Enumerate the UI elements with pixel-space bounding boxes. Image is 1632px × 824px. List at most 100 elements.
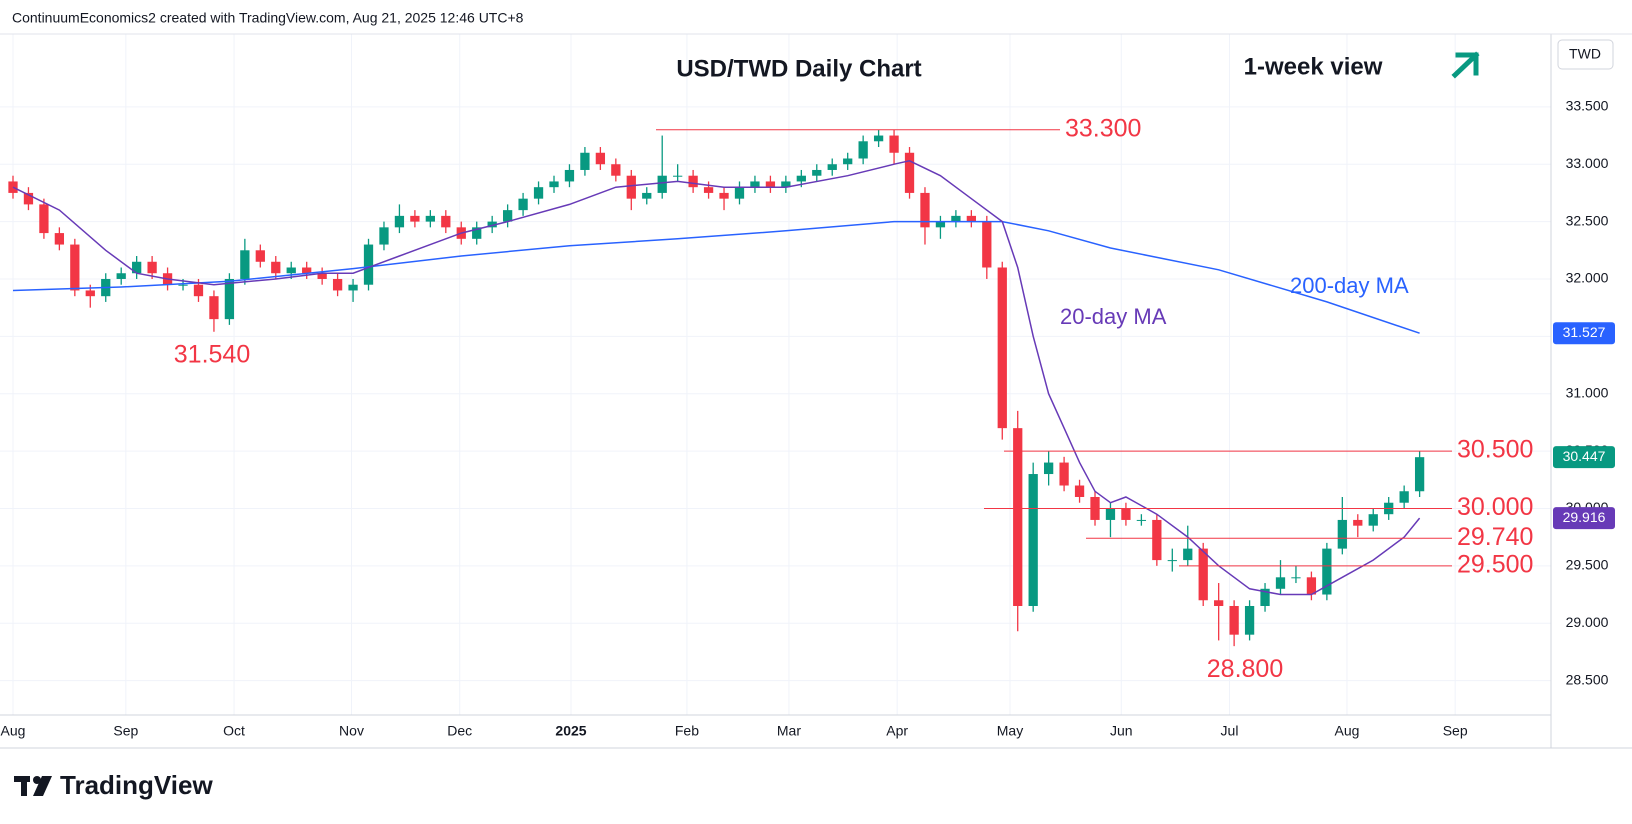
candle-body — [843, 158, 853, 165]
candle-body — [348, 284, 358, 291]
x-tick-label: Sep — [1443, 723, 1468, 739]
candle-body — [1244, 605, 1255, 635]
candle-body — [379, 227, 389, 245]
candle-body — [1013, 428, 1023, 606]
candle-body — [750, 181, 760, 188]
x-tick-label: Oct — [223, 723, 245, 739]
candle-body — [1028, 474, 1038, 606]
level-label: 29.500 — [1457, 550, 1533, 578]
candle-body — [85, 290, 95, 297]
y-tick-label: 29.000 — [1566, 614, 1609, 630]
candle-body — [1136, 519, 1147, 521]
y-tick-label: 33.500 — [1566, 98, 1609, 114]
currency-box — [1557, 39, 1614, 70]
candle-body — [1167, 560, 1177, 562]
logo: TradingView — [60, 770, 213, 800]
candle-body — [410, 215, 420, 222]
level-label: 30.500 — [1457, 436, 1533, 464]
candle-body — [951, 215, 961, 222]
candle-body — [147, 261, 157, 274]
candle-body — [812, 169, 822, 176]
grid — [0, 34, 1551, 715]
candle-body — [502, 210, 513, 222]
candle-body — [1183, 548, 1193, 561]
annotation: 28.800 — [1207, 655, 1283, 683]
candle-body — [518, 198, 528, 211]
candle-body — [193, 284, 204, 297]
subtitle: 1-week view — [1244, 53, 1383, 80]
candle-body — [827, 164, 837, 170]
price-badge — [1553, 507, 1615, 530]
candle-body — [1368, 514, 1378, 526]
y-tick-label: 31.000 — [1566, 384, 1609, 400]
candle-body — [781, 181, 791, 188]
candle-body — [317, 273, 327, 279]
candle-body — [595, 152, 606, 165]
x-tick-label: Feb — [675, 723, 699, 739]
candle-body — [533, 187, 544, 199]
x-tick-label: Apr — [886, 723, 908, 739]
candle-body — [1044, 462, 1054, 475]
candle-body — [1275, 577, 1286, 589]
candle-body — [580, 152, 590, 170]
level-label: 33.300 — [1065, 114, 1141, 142]
price-badge-label: 31.527 — [1563, 324, 1606, 340]
candle-body — [39, 204, 49, 234]
x-tick-label: Nov — [339, 723, 364, 739]
currency: TWD — [1569, 46, 1601, 62]
candle-body — [1074, 485, 1085, 497]
annotation: 31.540 — [174, 340, 250, 368]
price-badge — [1553, 322, 1615, 345]
candle-body — [997, 267, 1007, 429]
x-tick-label: Jun — [1110, 723, 1133, 739]
trend-arrow — [1451, 51, 1480, 79]
candle-body — [564, 169, 575, 182]
x-tick-label: May — [997, 723, 1023, 739]
candle-body — [23, 192, 34, 205]
candle-body — [332, 278, 343, 291]
candle-body — [1229, 605, 1239, 635]
candle-body — [858, 141, 868, 159]
candle-body — [271, 261, 281, 274]
candle-body — [611, 164, 621, 176]
level-label: 29.740 — [1457, 523, 1533, 551]
candle-body — [255, 250, 265, 262]
candle-body — [1260, 588, 1270, 606]
candle-body — [1306, 577, 1317, 595]
price-badge — [1553, 446, 1615, 469]
candle-body — [642, 192, 652, 199]
candle-body — [8, 181, 18, 193]
candle-body — [765, 181, 776, 188]
candle-body — [1214, 600, 1224, 606]
candle-body — [363, 244, 374, 285]
candle-body — [1198, 548, 1208, 601]
candle-body — [286, 267, 296, 274]
candle-body — [920, 192, 930, 228]
candle-body — [796, 175, 806, 182]
candle-body — [394, 215, 405, 228]
x-tick-label: Sep — [113, 723, 138, 739]
candle-body — [472, 227, 482, 239]
candle-body — [1152, 519, 1162, 561]
y-tick-label: 32.500 — [1566, 212, 1609, 228]
candle-body — [889, 135, 899, 153]
candle-body — [673, 175, 683, 177]
candle-body — [425, 215, 435, 222]
candle-body — [1322, 548, 1332, 595]
candle-body — [904, 152, 915, 193]
ma-label: 20-day MA — [1060, 304, 1167, 329]
header: ContinuumEconomics2 created with Trading… — [12, 10, 524, 26]
candle-body — [116, 273, 126, 279]
x-tick-label: Mar — [777, 723, 801, 739]
ma-line — [12, 160, 1421, 596]
candle-body — [1291, 577, 1301, 579]
candle-body — [487, 221, 497, 228]
candle-body — [734, 187, 745, 199]
candle-body — [178, 284, 188, 286]
candle-body — [224, 278, 235, 320]
price-badge-label: 30.447 — [1563, 448, 1606, 464]
candle-body — [54, 233, 65, 245]
